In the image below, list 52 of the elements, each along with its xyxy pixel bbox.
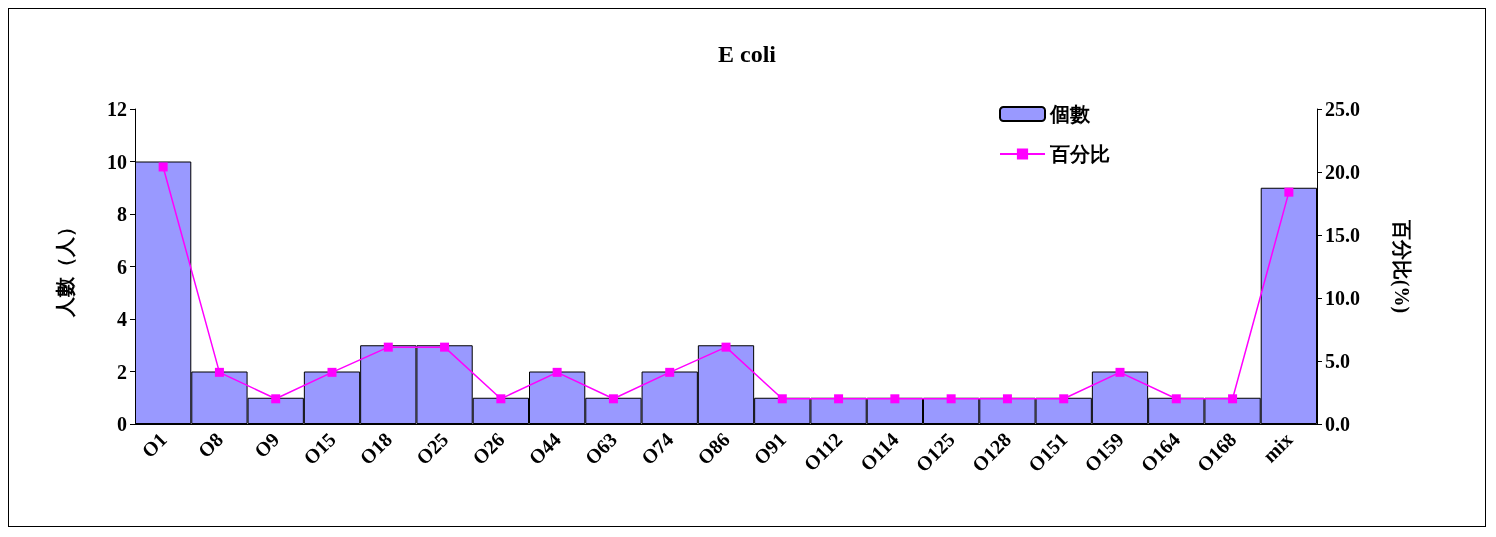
point <box>777 394 787 404</box>
point <box>440 342 450 352</box>
x-tick-label: O15 <box>299 428 340 469</box>
y-axis-title: 人數（人） <box>54 216 76 318</box>
y-tick-label: 4 <box>117 308 127 330</box>
point <box>552 367 562 377</box>
point <box>383 342 393 352</box>
x-tick-label: O26 <box>467 428 509 469</box>
x-tick-label: O86 <box>693 428 734 469</box>
point <box>608 394 618 404</box>
x-tick-label: O63 <box>580 428 622 469</box>
y2-tick-label: 5.0 <box>1325 350 1350 372</box>
x-tick-label: O74 <box>636 428 678 469</box>
y-tick-label: 10 <box>107 150 127 173</box>
y-tick-label: 6 <box>117 255 127 278</box>
y2-axis-title: 百分比(%) <box>1390 218 1413 314</box>
point <box>214 367 224 377</box>
legend-label: 百分比 <box>1049 143 1110 165</box>
x-tick-label: O91 <box>749 428 791 469</box>
x-tick-label: O8 <box>193 428 228 462</box>
x-tick-label: O25 <box>411 428 453 469</box>
y-tick-label: 2 <box>117 360 127 383</box>
y-tick-label: 0 <box>117 413 127 435</box>
point <box>327 367 337 377</box>
x-tick-label: O1 <box>137 428 171 462</box>
x-tick-label: mix <box>1258 428 1297 467</box>
point <box>1059 394 1069 404</box>
y2-tick-label: 10.0 <box>1325 287 1360 309</box>
point <box>1115 367 1125 377</box>
point <box>496 394 506 404</box>
legend-label: 個數 <box>1049 103 1091 125</box>
point <box>1002 394 1012 404</box>
point <box>834 394 844 404</box>
point <box>890 394 900 404</box>
y-tick-label: 8 <box>117 203 127 225</box>
y2-tick-label: 0.0 <box>1325 413 1350 435</box>
x-tick-label: O9 <box>249 428 284 462</box>
chart-title: E coli <box>718 41 777 67</box>
point <box>665 367 675 377</box>
y2-tick-label: 25.0 <box>1325 98 1360 120</box>
y-tick-label: 12 <box>107 98 127 120</box>
point <box>1228 394 1238 404</box>
point <box>1284 187 1294 197</box>
y2-tick-label: 20.0 <box>1325 161 1360 183</box>
y2-tick-label: 15.0 <box>1325 224 1360 246</box>
point <box>1171 394 1181 404</box>
point <box>946 394 956 404</box>
x-tick-label: O44 <box>524 428 565 469</box>
x-tick-label: O18 <box>355 428 397 469</box>
point <box>721 342 731 352</box>
point <box>158 162 168 172</box>
point <box>271 394 281 404</box>
